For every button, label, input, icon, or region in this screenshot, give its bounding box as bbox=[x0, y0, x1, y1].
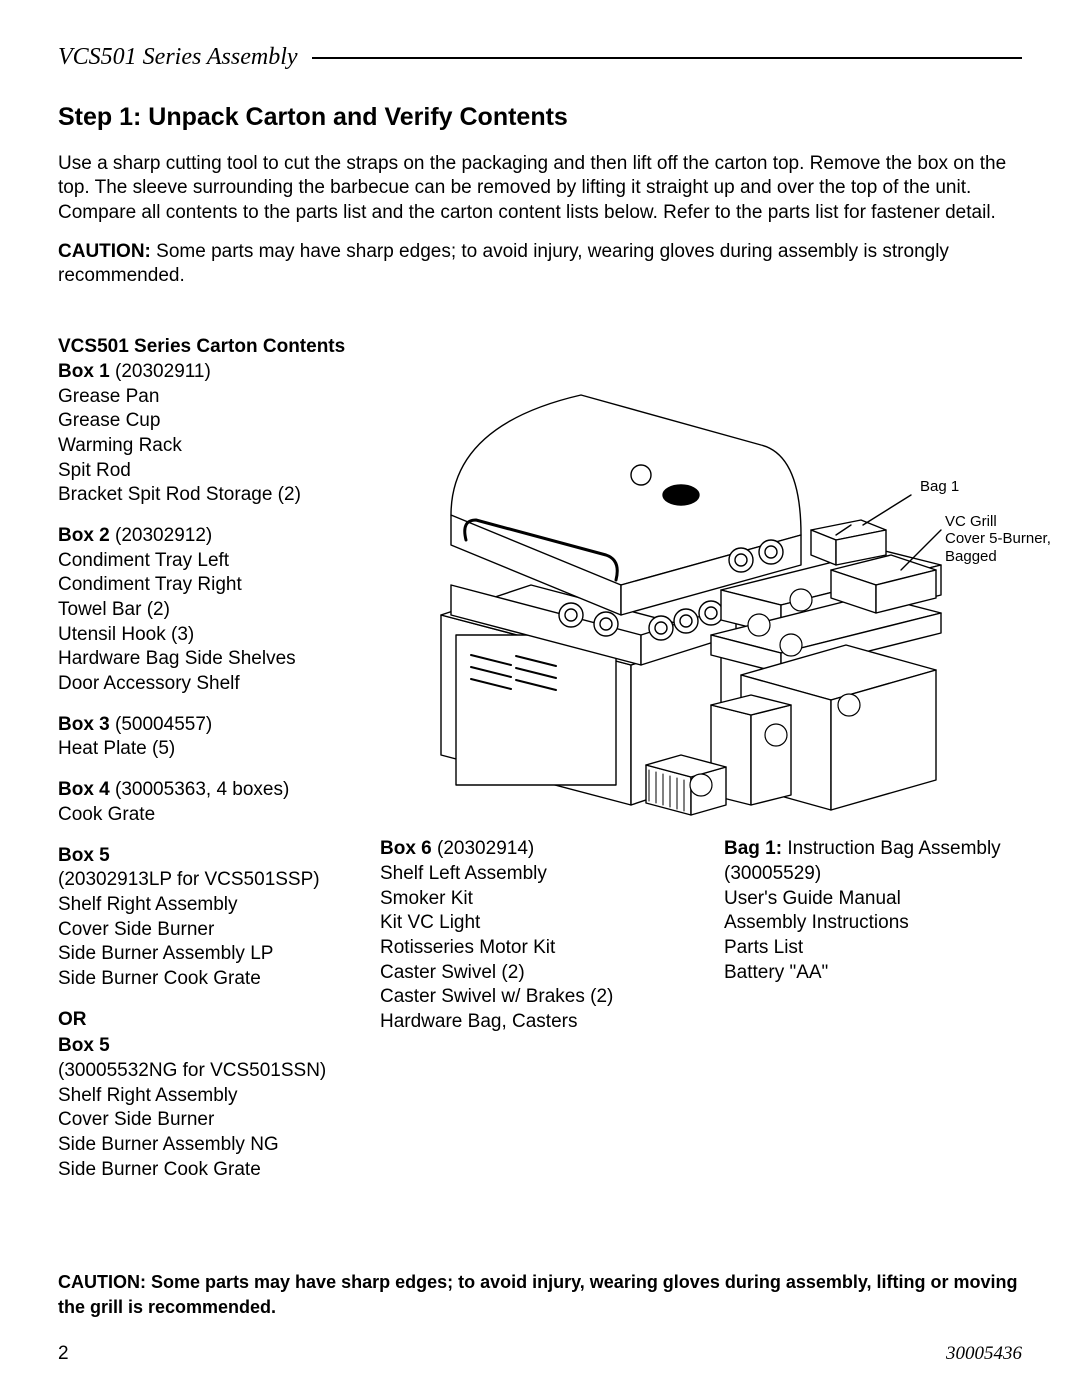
box6-block: Box 6 (20302914) Shelf Left Assembly Smo… bbox=[380, 837, 678, 1035]
svg-text:6: 6 bbox=[772, 727, 780, 744]
box6-item: Caster Swivel (2) bbox=[380, 961, 678, 986]
box5a-item: Cover Side Burner bbox=[58, 918, 348, 943]
box1-item: Grease Cup bbox=[58, 409, 348, 434]
bag1-title: Bag 1: bbox=[724, 838, 782, 859]
box4-title: Box 4 bbox=[58, 779, 110, 800]
box6-item: Hardware Bag, Casters bbox=[380, 1010, 678, 1035]
box5a-title: Box 5 bbox=[58, 844, 348, 869]
box1-item: Spit Rod bbox=[58, 459, 348, 484]
footer-caution: CAUTION: Some parts may have sharp edges… bbox=[58, 1270, 1022, 1319]
callout-bag1: Bag 1 bbox=[920, 478, 959, 495]
box3-title: Box 3 bbox=[58, 714, 110, 735]
box6-item: Shelf Left Assembly bbox=[380, 862, 678, 887]
grill-diagram: 2 3 1 4 5 6 Bag 1 VC Grill Cover 5-Burne… bbox=[380, 335, 1022, 831]
box2-item: Utensil Hook (3) bbox=[58, 623, 348, 648]
step-title: Step 1: Unpack Carton and Verify Content… bbox=[58, 101, 1022, 134]
svg-text:1: 1 bbox=[787, 637, 795, 654]
box6-code: (20302914) bbox=[432, 838, 534, 859]
svg-text:4: 4 bbox=[697, 777, 705, 794]
box6-title: Box 6 bbox=[380, 838, 432, 859]
or-label: OR bbox=[58, 1008, 348, 1033]
box1-item: Grease Pan bbox=[58, 385, 348, 410]
diagram-column: 2 3 1 4 5 6 Bag 1 VC Grill Cover 5-Burne… bbox=[380, 335, 1022, 1198]
box2-item: Condiment Tray Right bbox=[58, 573, 348, 598]
svg-text:2: 2 bbox=[797, 592, 805, 609]
box1-title: Box 1 bbox=[58, 361, 110, 382]
box2-item: Hardware Bag Side Shelves bbox=[58, 647, 348, 672]
box1-item: Bracket Spit Rod Storage (2) bbox=[58, 483, 348, 508]
caution-label: CAUTION: bbox=[58, 241, 151, 262]
box5b-item: Shelf Right Assembly bbox=[58, 1084, 348, 1109]
bag1-item: Assembly Instructions bbox=[724, 911, 1022, 936]
box2-item: Towel Bar (2) bbox=[58, 598, 348, 623]
box6-item: Rotisseries Motor Kit bbox=[380, 936, 678, 961]
box5a-item: Side Burner Assembly LP bbox=[58, 942, 348, 967]
box6-item: Caster Swivel w/ Brakes (2) bbox=[380, 985, 678, 1010]
box5b-title: Box 5 bbox=[58, 1034, 348, 1059]
page-footer: 2 30005436 bbox=[58, 1342, 1022, 1367]
box1-code: (20302911) bbox=[110, 361, 211, 382]
box5b-sub: (30005532NG for VCS501SSN) bbox=[58, 1059, 348, 1084]
box1-item: Warming Rack bbox=[58, 434, 348, 459]
caution-paragraph: CAUTION: Some parts may have sharp edges… bbox=[58, 240, 1022, 289]
carton-contents-column: VCS501 Series Carton Contents Box 1 (203… bbox=[58, 335, 348, 1198]
box5a-sub: (20302913LP for VCS501SSP) bbox=[58, 868, 348, 893]
intro-paragraph: Use a sharp cutting tool to cut the stra… bbox=[58, 152, 1022, 226]
box2-title: Box 2 bbox=[58, 525, 110, 546]
bag1-item: Battery "AA" bbox=[724, 961, 1022, 986]
box4-item: Cook Grate bbox=[58, 803, 348, 828]
contents-heading: VCS501 Series Carton Contents bbox=[58, 335, 348, 360]
doc-number: 30005436 bbox=[946, 1342, 1022, 1367]
box2-item: Condiment Tray Left bbox=[58, 549, 348, 574]
lower-columns: Box 6 (20302914) Shelf Left Assembly Smo… bbox=[380, 837, 1022, 1035]
svg-text:3: 3 bbox=[755, 617, 763, 634]
bag1-block: Bag 1: Instruction Bag Assembly (3000552… bbox=[724, 837, 1022, 1035]
callout-cover: VC Grill Cover 5-Burner, Bagged bbox=[945, 513, 1051, 565]
box5b-item: Cover Side Burner bbox=[58, 1108, 348, 1133]
box5b-item: Side Burner Assembly NG bbox=[58, 1133, 348, 1158]
page-number: 2 bbox=[58, 1342, 69, 1367]
box6-item: Kit VC Light bbox=[380, 911, 678, 936]
bag1-item: User's Guide Manual bbox=[724, 887, 1022, 912]
bag1-item: Parts List bbox=[724, 936, 1022, 961]
box6-item: Smoker Kit bbox=[380, 887, 678, 912]
bag1-code: Instruction Bag Assembly bbox=[782, 838, 1001, 859]
bag1-sub: (30005529) bbox=[724, 862, 1022, 887]
series-title: VCS501 Series Assembly bbox=[58, 42, 312, 73]
header-rule bbox=[312, 57, 1022, 59]
box3-item: Heat Plate (5) bbox=[58, 737, 348, 762]
svg-text:5: 5 bbox=[845, 697, 853, 714]
box2-item: Door Accessory Shelf bbox=[58, 672, 348, 697]
box4-code: (30005363, 4 boxes) bbox=[110, 779, 290, 800]
box5b-item: Side Burner Cook Grate bbox=[58, 1158, 348, 1183]
page-header: VCS501 Series Assembly bbox=[58, 42, 1022, 73]
content-row: VCS501 Series Carton Contents Box 1 (203… bbox=[58, 335, 1022, 1198]
box5a-item: Shelf Right Assembly bbox=[58, 893, 348, 918]
box5a-item: Side Burner Cook Grate bbox=[58, 967, 348, 992]
box3-code: (50004557) bbox=[110, 714, 212, 735]
caution-text: Some parts may have sharp edges; to avoi… bbox=[58, 241, 949, 287]
box2-code: (20302912) bbox=[110, 525, 212, 546]
